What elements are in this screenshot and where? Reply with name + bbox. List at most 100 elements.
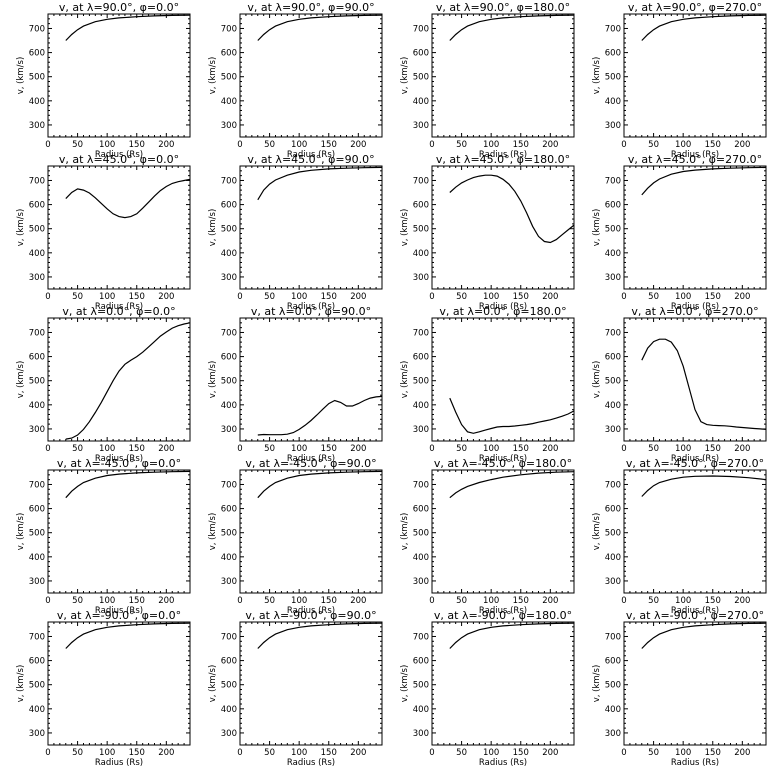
chart-9-ytick-label: 400 [29,401,45,411]
chart-14-xtick-label: 100 [291,596,307,606]
chart-2-ytick-label: 600 [221,49,237,59]
chart-7: v, at λ=45.0°, φ=180.0° 0 50 100 150 200 300 40… [400,153,575,312]
chart-13-xtick-label: 200 [158,596,174,606]
chart-10-xtick-label: 50 [264,444,275,454]
chart-20-xtick-label: 100 [675,748,691,758]
chart-16-ytick-label: 300 [605,577,621,587]
chart-15-ytick-label: 600 [413,505,429,515]
chart-17-plot-frame [47,621,191,746]
chart-11-ylabel: v, (km/s) [400,361,410,399]
chart-6-xtick-label: 0 [237,292,242,302]
chart-3-ylabel: v, (km/s) [400,57,410,95]
chart-7-ytick-label: 300 [413,273,429,283]
chart-18-xlabel: Radius (Rs) [287,758,335,768]
chart-8-ylabel: v, (km/s) [592,209,602,247]
chart-9-title: v, at λ=0.0°, φ=0.0° [62,305,175,318]
chart-4-ylabel: v, (km/s) [592,57,602,95]
chart-19: v, at λ=-90.0°, φ=180.0° 0 50 100 150 200 300 4… [400,609,575,768]
chart-8-xtick-label: 50 [648,292,659,302]
chart-15-xtick-label: 100 [483,596,499,606]
chart-4-ytick-label: 300 [605,121,621,131]
chart-14-xtick-label: 150 [321,596,337,606]
chart-9-plot-frame [47,317,191,442]
chart-2-xtick-label: 200 [350,140,366,150]
chart-1-title: v, at λ=90.0°, φ=0.0° [59,1,179,14]
chart-18-xtick-label: 150 [321,748,337,758]
chart-6-ytick-label: 300 [221,273,237,283]
chart-8-title: v, at λ=45.0°, φ=270.0° [628,153,762,166]
chart-15-ytick-label: 500 [413,529,429,539]
chart-2-ylabel: v, (km/s) [208,57,218,95]
chart-13-ytick-label: 700 [29,480,45,490]
chart-13-xtick-label: 50 [72,596,83,606]
chart-5: v, at λ=45.0°, φ=0.0° 0 50 100 150 200 300 400 5… [16,153,191,312]
chart-5-xtick-label: 100 [99,292,115,302]
chart-12-xtick-label: 50 [648,444,659,454]
chart-14-ytick-label: 500 [221,529,237,539]
chart-8-xtick-label: 100 [675,292,691,302]
chart-17: v, at λ=-90.0°, φ=0.0° 0 50 100 150 200 300 400… [16,609,191,768]
chart-3-title: v, at λ=90.0°, φ=180.0° [436,1,570,14]
chart-19-xtick-label: 100 [483,748,499,758]
chart-20: v, at λ=-90.0°, φ=270.0° 0 50 100 150 200 300 4… [592,609,767,768]
chart-8: v, at λ=45.0°, φ=270.0° 0 50 100 150 200 300 40… [592,153,767,312]
chart-9-ytick-label: 600 [29,353,45,363]
chart-17-xtick-label: 0 [45,748,50,758]
chart-14-xtick-label: 0 [237,596,242,606]
chart-15-xtick-label: 0 [429,596,434,606]
chart-1-xlabel: Radius (Rs) [95,150,143,160]
chart-2-title: v, at λ=90.0°, φ=90.0° [247,1,374,14]
chart-5-ytick-label: 700 [29,176,45,186]
chart-7-ytick-label: 700 [413,176,429,186]
chart-1-xtick-label: 50 [72,140,83,150]
chart-14-ytick-label: 700 [221,480,237,490]
chart-15-ytick-label: 400 [413,553,429,563]
chart-20-ytick-label: 500 [605,681,621,691]
chart-2-series-line [257,14,383,41]
chart-1-ytick-label: 500 [29,73,45,83]
chart-2-xlabel: Radius (Rs) [287,150,335,160]
chart-4-title: v, at λ=90.0°, φ=270.0° [628,1,762,14]
chart-10-xtick-label: 100 [291,444,307,454]
chart-2-ytick-label: 700 [221,24,237,34]
chart-6-ytick-label: 600 [221,201,237,211]
chart-5-ytick-label: 600 [29,201,45,211]
chart-16-xtick-label: 200 [734,596,750,606]
chart-19-plot-frame [431,621,575,746]
chart-16-xtick-label: 0 [621,596,626,606]
chart-6-xtick-label: 200 [350,292,366,302]
chart-13-xtick-label: 150 [129,596,145,606]
chart-8-xtick-label: 150 [705,292,721,302]
chart-4-ytick-label: 700 [605,24,621,34]
chart-20-ytick-label: 300 [605,729,621,739]
chart-16-ytick-label: 600 [605,505,621,515]
chart-19-ylabel: v, (km/s) [400,665,410,703]
chart-6-ylabel: v, (km/s) [208,209,218,247]
chart-7-xtick-label: 50 [456,292,467,302]
chart-7-xtick-label: 150 [513,292,529,302]
chart-9-xlabel: Radius (Rs) [95,454,143,464]
chart-8-ytick-label: 700 [605,176,621,186]
chart-19-xtick-label: 200 [542,748,558,758]
chart-19-ytick-label: 500 [413,681,429,691]
chart-20-ytick-label: 600 [605,657,621,667]
chart-8-ytick-label: 600 [605,201,621,211]
chart-13-ytick-label: 600 [29,505,45,515]
chart-13-xtick-label: 0 [45,596,50,606]
chart-1-xtick-label: 100 [99,140,115,150]
chart-7-xtick-label: 100 [483,292,499,302]
chart-16-xtick-label: 50 [648,596,659,606]
chart-15-plot-frame [431,469,575,594]
chart-8-xtick-label: 200 [734,292,750,302]
chart-7-ylabel: v, (km/s) [400,209,410,247]
chart-6-ytick-label: 500 [221,225,237,235]
chart-8-ytick-label: 400 [605,249,621,259]
chart-10-ytick-label: 500 [221,377,237,387]
chart-11-xtick-label: 50 [456,444,467,454]
chart-14-ytick-label: 300 [221,577,237,587]
chart-11-plot-frame [431,317,575,442]
chart-5-xtick-label: 0 [45,292,50,302]
chart-18-title: v, at λ=-90.0°, φ=90.0° [245,609,376,622]
chart-4-ytick-label: 400 [605,97,621,107]
chart-11-xtick-label: 200 [542,444,558,454]
